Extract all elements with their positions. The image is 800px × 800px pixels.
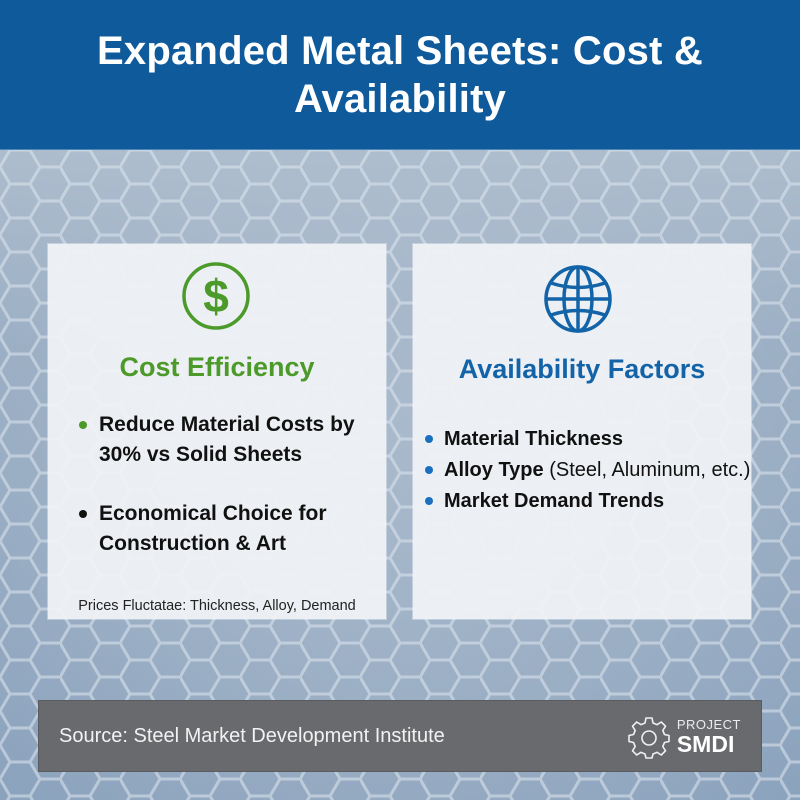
header-banner: Expanded Metal Sheets: Cost & Availabili… bbox=[0, 0, 800, 150]
availability-factors-card: Availability Factors Material Thickness … bbox=[413, 244, 751, 619]
project-smdi-logo: PROJECT SMDI bbox=[627, 713, 741, 761]
bullet-dot bbox=[425, 497, 433, 505]
price-note: Prices Fluctatae: Thickness, Alloy, Dema… bbox=[78, 598, 356, 614]
list-item: Economical Choice for Construction & Art bbox=[76, 499, 376, 559]
bullet-dot bbox=[79, 510, 87, 518]
page-title: Expanded Metal Sheets: Cost & Availabili… bbox=[97, 28, 703, 121]
cost-efficiency-card: $ Cost Efficiency Reduce Material Costs … bbox=[48, 244, 386, 619]
source-footer: Source: Steel Market Development Institu… bbox=[38, 700, 762, 772]
bullet-dot bbox=[425, 435, 433, 443]
card-title: Availability Factors bbox=[458, 354, 706, 384]
bullet-text: Market Demand Trends bbox=[444, 490, 665, 512]
list-item: Alloy Type (Steel, Aluminum, etc.) bbox=[425, 455, 785, 486]
svg-text:$: $ bbox=[203, 270, 229, 322]
list-item: Market Demand Trends bbox=[425, 486, 785, 517]
bullet-dot bbox=[79, 421, 87, 429]
dollar-circle-icon: $ bbox=[180, 261, 252, 338]
logo-line-project: PROJECT bbox=[676, 717, 741, 732]
gear-icon bbox=[628, 717, 670, 759]
bullet-text: Alloy Type bbox=[444, 459, 544, 481]
bullet-text: Material Thickness bbox=[444, 428, 623, 450]
bullet-text: Economical Choice for Construction & Art bbox=[99, 502, 327, 555]
availability-bullet-list: Material Thickness Alloy Type (Steel, Al… bbox=[425, 424, 785, 517]
bullet-text: Reduce Material Costs by 30% vs Solid Sh… bbox=[99, 413, 355, 466]
logo-line-smdi: SMDI bbox=[676, 731, 735, 757]
list-item: Reduce Material Costs by 30% vs Solid Sh… bbox=[76, 410, 376, 470]
globe-icon bbox=[543, 264, 613, 339]
card-title: Cost Efficiency bbox=[119, 352, 315, 382]
bullet-subtext: (Steel, Aluminum, etc.) bbox=[543, 459, 751, 481]
source-text: Source: Steel Market Development Institu… bbox=[59, 725, 445, 747]
cost-bullet-list: Reduce Material Costs by 30% vs Solid Sh… bbox=[76, 410, 376, 588]
bullet-dot bbox=[425, 466, 433, 474]
list-item: Material Thickness bbox=[425, 424, 785, 455]
